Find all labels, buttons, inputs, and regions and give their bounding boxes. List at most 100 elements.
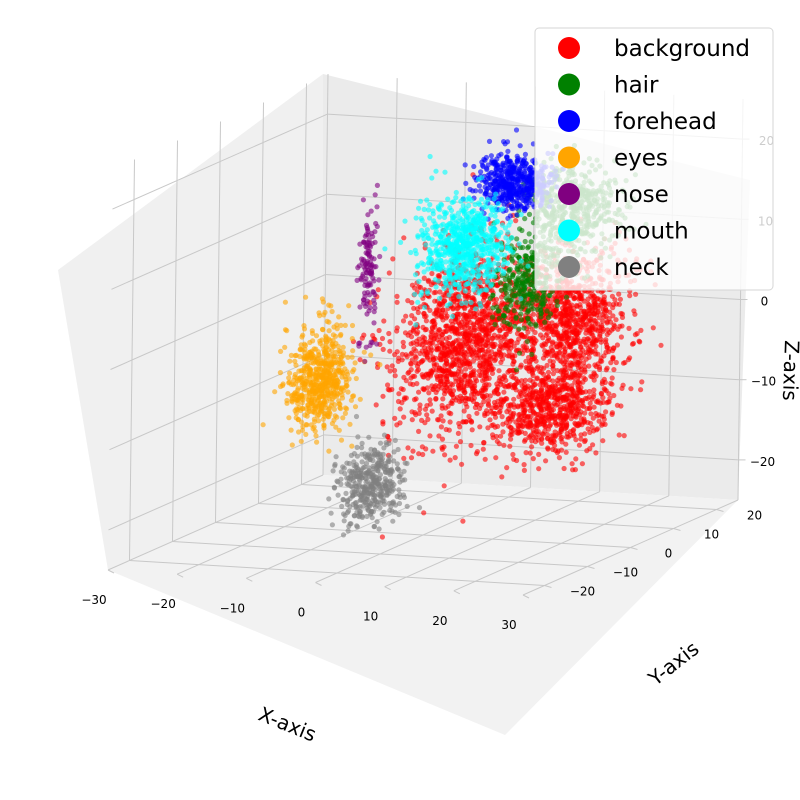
point-hair <box>517 350 523 356</box>
point-background <box>481 395 487 401</box>
point-hair <box>542 319 548 325</box>
point-background <box>426 390 432 396</box>
point-background <box>567 303 573 309</box>
point-background <box>502 336 508 342</box>
point-background <box>389 363 395 369</box>
point-hair <box>507 275 513 281</box>
point-nose <box>365 212 371 218</box>
point-background <box>627 293 633 299</box>
point-background <box>433 389 439 395</box>
point-background <box>384 364 390 370</box>
point-eyes <box>278 383 284 390</box>
point-background <box>400 318 407 324</box>
point-background <box>585 346 591 352</box>
point-background <box>498 433 504 439</box>
point-background <box>448 400 454 406</box>
point-background <box>456 350 462 356</box>
point-eyes <box>313 366 319 372</box>
point-background <box>454 356 460 362</box>
point-hair <box>526 231 532 237</box>
point-forehead <box>498 151 504 157</box>
point-background <box>467 417 473 423</box>
point-background <box>442 350 448 356</box>
point-background <box>540 343 546 349</box>
point-background <box>501 442 507 448</box>
point-eyes <box>340 361 346 367</box>
point-background <box>630 340 637 347</box>
point-background <box>440 301 446 308</box>
point-eyes <box>304 375 310 381</box>
point-eyes <box>326 328 332 334</box>
point-forehead <box>509 175 515 181</box>
point-eyes <box>344 369 350 375</box>
point-background <box>478 402 484 408</box>
point-background <box>471 368 477 374</box>
point-background <box>403 313 409 319</box>
point-background <box>509 354 516 360</box>
point-background <box>438 424 444 430</box>
point-eyes <box>297 353 303 360</box>
point-background <box>516 336 522 342</box>
point-background <box>569 383 575 389</box>
point-background <box>539 414 545 421</box>
point-background <box>433 355 439 361</box>
point-forehead <box>473 188 479 194</box>
point-forehead <box>507 213 513 219</box>
point-hair <box>507 321 513 328</box>
point-background <box>599 422 605 428</box>
point-eyes <box>300 424 306 430</box>
point-background <box>600 328 606 334</box>
point-background <box>619 323 625 329</box>
point-hair <box>508 302 514 308</box>
point-background <box>439 436 446 442</box>
point-background <box>486 375 492 381</box>
point-background <box>412 285 418 291</box>
point-background <box>614 342 621 348</box>
point-background <box>479 390 485 396</box>
point-background <box>511 343 517 349</box>
point-background <box>450 392 456 398</box>
point-forehead <box>480 163 486 170</box>
point-background <box>443 323 449 329</box>
point-background <box>410 448 416 454</box>
point-background <box>413 396 419 402</box>
point-hair <box>522 238 528 245</box>
point-background <box>616 301 623 307</box>
floor-pane <box>108 475 738 735</box>
point-background <box>538 407 545 413</box>
point-background <box>490 432 496 438</box>
point-hair <box>490 305 496 311</box>
point-background <box>556 349 563 356</box>
point-background <box>581 338 587 345</box>
point-forehead <box>484 166 490 173</box>
point-background <box>380 419 386 425</box>
point-background <box>450 388 457 394</box>
point-hair <box>524 315 531 321</box>
point-background <box>422 314 428 320</box>
point-background <box>459 395 465 401</box>
point-eyes <box>303 294 309 300</box>
point-nose <box>365 289 371 296</box>
point-background <box>522 385 528 391</box>
point-background <box>412 373 418 379</box>
point-background <box>523 450 529 456</box>
point-eyes <box>342 322 348 328</box>
point-forehead <box>494 169 500 175</box>
point-background <box>527 419 533 425</box>
point-background <box>483 385 489 391</box>
point-background <box>419 417 425 423</box>
point-background <box>456 319 462 325</box>
point-background <box>457 331 463 337</box>
point-hair <box>505 307 511 314</box>
point-eyes <box>350 393 356 399</box>
point-mouth <box>422 222 428 228</box>
point-eyes <box>313 433 319 439</box>
point-background <box>601 314 607 320</box>
point-hair <box>526 244 532 250</box>
point-eyes <box>330 332 336 338</box>
point-background <box>561 465 567 472</box>
point-forehead <box>510 191 516 197</box>
point-eyes <box>320 327 326 333</box>
grid-line-z-left <box>108 434 324 531</box>
point-background <box>446 410 452 416</box>
